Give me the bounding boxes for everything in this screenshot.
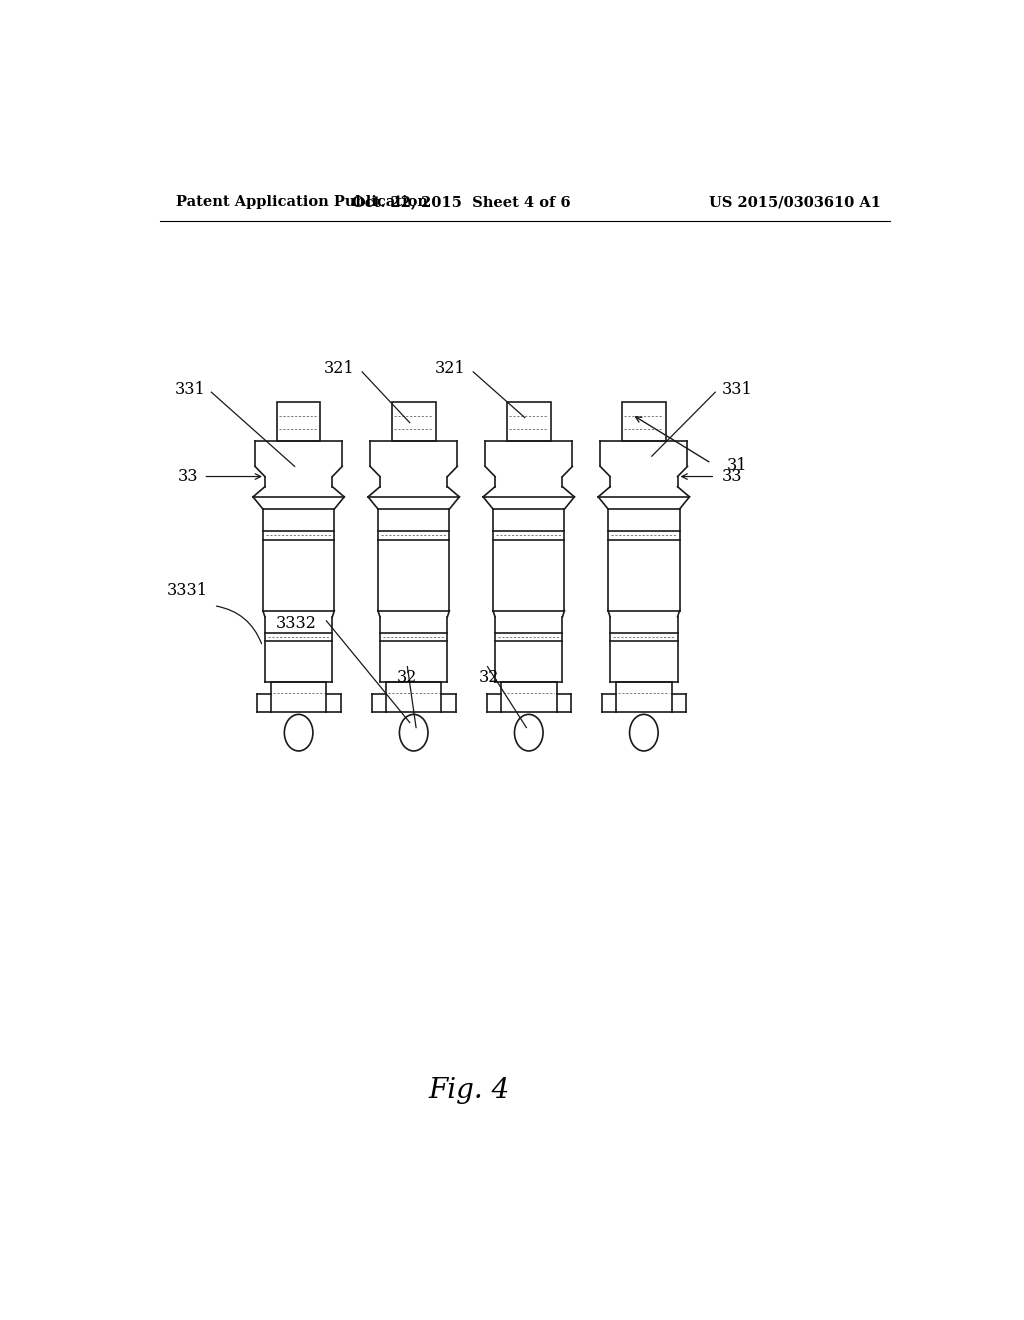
- Text: 33: 33: [722, 469, 742, 484]
- Text: Oct. 22, 2015  Sheet 4 of 6: Oct. 22, 2015 Sheet 4 of 6: [352, 195, 570, 209]
- Text: 321: 321: [324, 360, 354, 378]
- Text: 31: 31: [727, 457, 748, 474]
- Bar: [276, 403, 321, 441]
- Text: 3332: 3332: [276, 615, 316, 632]
- Bar: [622, 403, 666, 441]
- Text: 3331: 3331: [166, 582, 207, 599]
- Text: Fig. 4: Fig. 4: [429, 1077, 510, 1104]
- Text: Patent Application Publication: Patent Application Publication: [176, 195, 428, 209]
- Text: US 2015/0303610 A1: US 2015/0303610 A1: [709, 195, 881, 209]
- Text: 32: 32: [397, 669, 418, 685]
- Bar: [392, 403, 435, 441]
- Text: 331: 331: [722, 380, 753, 397]
- Bar: [507, 403, 551, 441]
- Text: 321: 321: [434, 360, 465, 378]
- Text: 331: 331: [175, 380, 206, 397]
- Text: 33: 33: [177, 469, 198, 484]
- Text: 32: 32: [479, 669, 500, 685]
